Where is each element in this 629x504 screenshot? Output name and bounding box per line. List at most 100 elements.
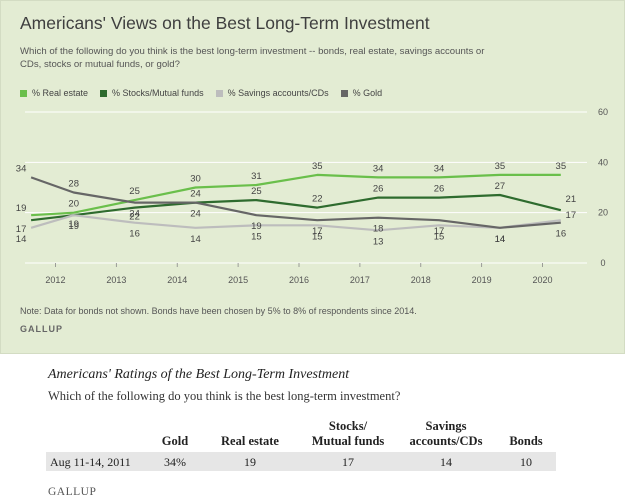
data-label: 16 bbox=[556, 229, 567, 240]
data-label: 25 bbox=[129, 186, 140, 197]
data-label: 15 bbox=[312, 231, 323, 242]
data-label: 14 bbox=[16, 234, 27, 245]
data-label: 31 bbox=[251, 171, 262, 182]
data-label: 13 bbox=[373, 236, 384, 247]
data-label: 14 bbox=[190, 234, 201, 245]
x-tick-label: 2015 bbox=[228, 275, 248, 285]
cell-stocks: 17 bbox=[342, 455, 354, 469]
col-header-line2: Bonds bbox=[509, 434, 543, 448]
cell-real-estate: 19 bbox=[244, 455, 256, 469]
data-label: 14 bbox=[495, 234, 506, 245]
x-tick-label: 2016 bbox=[289, 275, 309, 285]
chart-legend: % Real estate % Stocks/Mutual funds % Sa… bbox=[20, 88, 382, 98]
y-tick-label: 0 bbox=[600, 258, 605, 268]
col-header-real-estate: Real estate bbox=[210, 419, 290, 449]
legend-label: % Gold bbox=[352, 88, 383, 98]
data-label: 35 bbox=[495, 161, 506, 172]
data-label: 17 bbox=[312, 226, 323, 237]
data-label: 28 bbox=[68, 179, 79, 190]
legend-label: % Savings accounts/CDs bbox=[227, 88, 329, 98]
legend-item-savings: % Savings accounts/CDs bbox=[215, 88, 329, 98]
data-label: 19 bbox=[68, 221, 79, 232]
x-tick-label: 2017 bbox=[350, 275, 370, 285]
data-label: 17 bbox=[434, 226, 445, 237]
data-label: 15 bbox=[434, 231, 445, 242]
col-header-line1 bbox=[150, 419, 200, 434]
chart-panel: Americans' Views on the Best Long-Term I… bbox=[0, 0, 625, 354]
col-header-line1: Savings bbox=[425, 419, 467, 433]
cell-savings: 14 bbox=[440, 455, 452, 469]
data-label: 22 bbox=[129, 212, 140, 223]
data-label: 34 bbox=[373, 163, 384, 174]
data-label: 35 bbox=[556, 161, 567, 172]
data-label: 24 bbox=[190, 189, 201, 200]
data-label: 18 bbox=[373, 224, 384, 235]
series-line-3 bbox=[30, 176, 561, 229]
col-header-bonds: Bonds bbox=[500, 419, 552, 449]
col-header-line2: Real estate bbox=[221, 434, 279, 448]
data-label: 25 bbox=[251, 186, 262, 197]
series-line-0 bbox=[31, 173, 561, 217]
x-tick-label: 2012 bbox=[45, 275, 65, 285]
x-tick-label: 2019 bbox=[472, 275, 492, 285]
data-label: 21 bbox=[566, 194, 577, 205]
col-header-line1 bbox=[500, 419, 552, 434]
legend-swatch bbox=[100, 89, 108, 97]
legend-label: % Stocks/Mutual funds bbox=[112, 88, 204, 98]
legend-item-stocks: % Stocks/Mutual funds bbox=[100, 88, 204, 98]
data-label: 20 bbox=[68, 199, 79, 210]
data-label: 30 bbox=[190, 174, 201, 185]
table-title: Americans' Ratings of the Best Long-Term… bbox=[48, 367, 350, 382]
col-header-line2: accounts/CDs bbox=[409, 434, 483, 448]
table-subtitle: Which of the following do you think is t… bbox=[48, 389, 401, 403]
data-label: 17 bbox=[16, 224, 27, 235]
gallup-logo-footer: GALLUP bbox=[48, 486, 97, 498]
legend-item-gold: % Gold bbox=[340, 88, 383, 98]
data-label: 26 bbox=[434, 184, 445, 195]
x-tick-label: 2018 bbox=[411, 275, 431, 285]
data-label: 16 bbox=[129, 229, 140, 240]
chart-note: Note: Data for bonds not shown. Bonds ha… bbox=[20, 306, 417, 316]
gallup-logo: GALLUP bbox=[20, 324, 63, 334]
data-label: 24 bbox=[190, 209, 201, 220]
data-label: 22 bbox=[312, 194, 323, 205]
chart-title: Americans' Views on the Best Long-Term I… bbox=[20, 13, 430, 33]
series-line-1 bbox=[30, 193, 562, 222]
data-label: 24 bbox=[129, 209, 140, 220]
col-header-savings: Savings accounts/CDs bbox=[398, 419, 494, 449]
col-header-line1: Stocks/ bbox=[328, 419, 368, 433]
data-label: 14 bbox=[495, 234, 506, 245]
y-tick-label: 60 bbox=[598, 107, 608, 117]
legend-swatch bbox=[20, 89, 27, 97]
legend-swatch bbox=[340, 89, 348, 97]
table-row bbox=[46, 452, 556, 471]
data-label: 35 bbox=[312, 161, 323, 172]
data-label: 26 bbox=[373, 184, 384, 195]
x-tick-label: 2020 bbox=[533, 275, 553, 285]
data-label: 19 bbox=[251, 221, 262, 232]
data-label: 34 bbox=[16, 163, 27, 174]
row-date: Aug 11-14, 2011 bbox=[50, 455, 131, 469]
x-tick-label: 2013 bbox=[106, 275, 126, 285]
cell-bonds: 10 bbox=[520, 455, 532, 469]
x-tick-label: 2014 bbox=[167, 275, 187, 285]
legend-item-real-estate: % Real estate bbox=[20, 88, 88, 98]
data-label: 19 bbox=[68, 219, 79, 230]
col-header-line1 bbox=[210, 419, 290, 434]
data-label: 34 bbox=[434, 163, 445, 174]
data-label: 19 bbox=[16, 203, 27, 214]
data-label: 17 bbox=[566, 210, 577, 221]
legend-swatch bbox=[215, 89, 223, 97]
cell-gold: 34% bbox=[164, 455, 186, 469]
chart-subtitle: Which of the following do you think is t… bbox=[20, 46, 485, 70]
col-header-line2: Mutual funds bbox=[311, 434, 385, 448]
series-line-2 bbox=[30, 214, 561, 232]
col-header-line2: Gold bbox=[161, 434, 189, 448]
y-tick-label: 40 bbox=[598, 157, 608, 167]
y-tick-label: 20 bbox=[598, 208, 608, 218]
data-label: 15 bbox=[251, 231, 262, 242]
col-header-stocks: Stocks/ Mutual funds bbox=[298, 419, 398, 449]
legend-label: % Real estate bbox=[32, 88, 89, 98]
data-label: 27 bbox=[495, 181, 506, 192]
